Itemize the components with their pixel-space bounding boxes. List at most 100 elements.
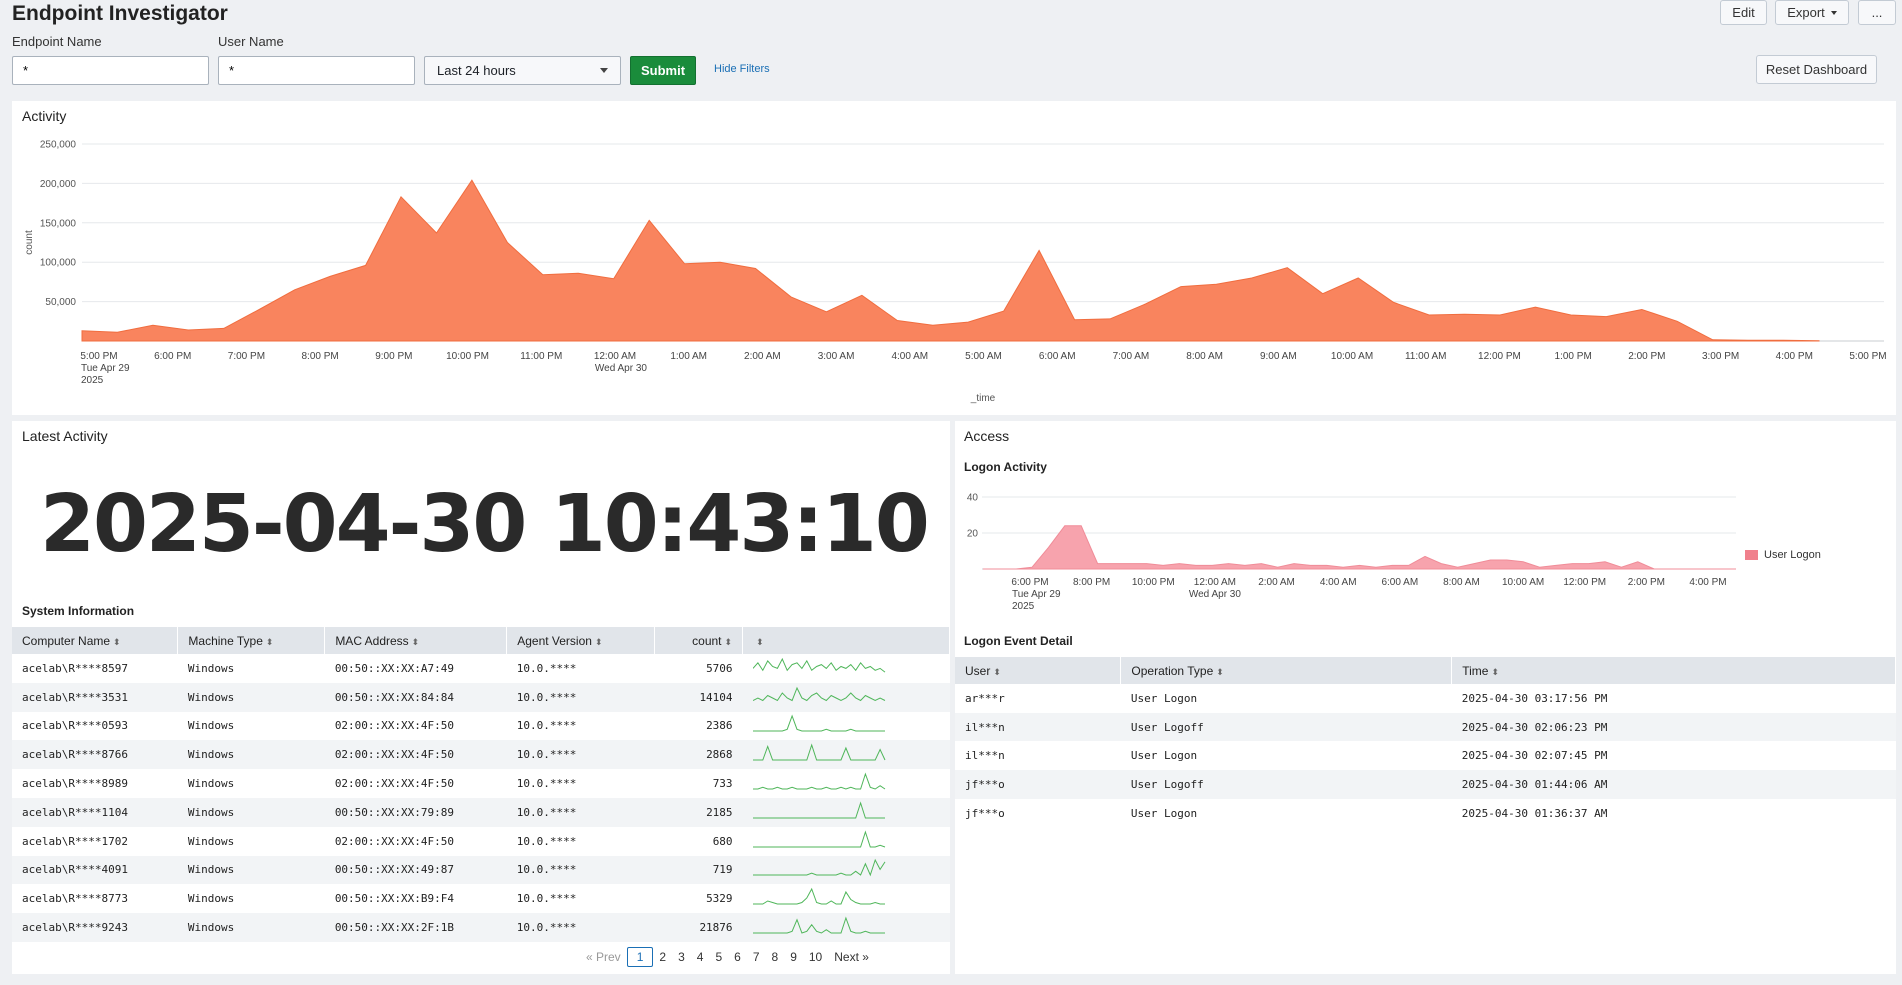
edit-button[interactable]: Edit [1720,0,1767,25]
page-2-button[interactable]: 2 [659,950,667,964]
user-name-input[interactable] [218,56,415,85]
activity-area[interactable] [81,179,1820,342]
more-button[interactable]: ... [1858,0,1896,25]
x-tick-label: 1:00 PM [1555,351,1592,362]
table-row[interactable]: acelab\R****8766 Windows 02:00::XX:XX:4F:5… [12,740,950,770]
table-row[interactable]: acelab\R****1104 Windows 00:50::XX:XX:79:8… [12,797,950,827]
table-row[interactable]: acelab\R****8989 Windows 02:00::XX:XX:4F:5… [12,769,950,798]
column-header[interactable]: ⬍ [742,627,950,654]
column-header[interactable]: count ⬍ [654,627,744,654]
time-range-value: Last 24 hours [437,63,516,78]
cell-time: 2025-04-30 01:44:06 AM [1451,770,1896,799]
export-button[interactable]: Export [1775,0,1849,25]
cell-count: 5329 [706,892,733,906]
sort-icon[interactable]: ⬍ [594,636,603,647]
page-4-button[interactable]: 4 [696,950,704,964]
page-1-button[interactable]: 1 [626,947,654,967]
cell-name: acelab\R****9243 [12,913,178,942]
x-tick-label: 6:00 AM [1381,577,1418,588]
column-header[interactable]: Computer Name ⬍ [12,627,179,654]
submit-button[interactable]: Submit [630,56,696,85]
table-row[interactable]: acelab\R****1702 Windows 02:00::XX:XX:4F:5… [12,827,950,856]
x-tick-label: 2:00 PM [1628,577,1665,588]
sparkline-line [752,830,885,848]
prev-page-button[interactable]: « Prev [586,950,621,964]
page-8-button[interactable]: 8 [771,950,779,964]
page-7-button[interactable]: 7 [752,950,760,964]
next-page-button[interactable]: Next » [834,950,869,964]
cell-user: ar***r [965,691,1005,705]
cell-op: User Logoff [1120,770,1452,799]
y-tick-label: 150,000 [40,218,77,229]
cell-name: acelab\R****8597 [22,661,128,675]
column-header[interactable]: Agent Version ⬍ [506,627,656,654]
table-row[interactable]: ar***r User Logon 2025-04-30 03:17:56 PM [955,684,1896,713]
cell-ver: 10.0.**** [516,892,577,906]
page-3-button[interactable]: 3 [678,950,685,964]
cell-count: 14104 [654,682,743,712]
column-header-label: count [692,633,722,648]
table-row[interactable]: jf***o User Logoff 2025-04-30 01:44:06 AM [955,770,1896,799]
time-range-dropdown[interactable]: Last 24 hours [424,56,621,85]
cell-mac: 00:50::XX:XX:2F:1B [324,913,507,942]
column-header-label: Operation Type [1131,663,1214,678]
sort-icon[interactable]: ⬍ [265,636,274,647]
endpoint-name-input[interactable] [12,56,209,85]
column-header[interactable]: User ⬍ [955,657,1122,684]
x-tick-label: 12:00 PM [1563,577,1606,588]
page-9-button[interactable]: 9 [790,950,797,964]
sparkline-line [752,801,885,819]
sort-icon[interactable]: ⬍ [1216,666,1224,677]
system-info-table: Computer Name ⬍ Machine Type ⬍ MAC Address ⬍ A… [12,627,950,942]
chevron-down-icon [1830,10,1837,15]
sort-icon[interactable]: ⬍ [411,636,420,647]
page-6-button[interactable]: 6 [734,950,741,964]
sparkline-line [752,715,885,732]
sort-icon[interactable]: ⬍ [724,636,733,647]
cell-sparkline [743,769,950,798]
activity-chart[interactable]: 50,000 100,000 150,000 200,000 250,000 count _… [12,101,1896,415]
cell-type: Windows [177,682,325,712]
table-row[interactable]: acelab\R****3531 Windows 00:50::XX:XX:84:8… [12,682,950,712]
table-row[interactable]: acelab\R****8597 Windows 00:50::XX:XX:A7:4… [12,654,950,683]
table-row[interactable]: acelab\R****8773 Windows 00:50::XX:XX:B9:F… [12,884,950,913]
cell-time: 2025-04-30 03:17:56 PM [1461,691,1608,705]
activity-panel: Activity 50,000 100,000 150,000 200,000 250,… [12,101,1896,415]
sort-icon[interactable]: ⬍ [993,666,1001,677]
logon-legend[interactable]: User Logon [1745,549,1821,561]
page-5-button[interactable]: 5 [715,950,723,964]
column-header[interactable]: Machine Type ⬍ [177,627,326,654]
user-name-label: User Name [218,34,284,49]
x-tick-label: 7:00 AM [1113,351,1150,362]
table-row[interactable]: jf***o User Logon 2025-04-30 01:36:37 AM [955,799,1896,828]
reset-dashboard-button[interactable]: Reset Dashboard [1756,55,1877,84]
sort-icon[interactable]: ⬍ [113,636,121,647]
cell-name: acelab\R****8766 [12,740,178,770]
cell-op: User Logoff [1120,712,1452,742]
logon-area[interactable] [983,525,1736,570]
x-tick-label: 10:00 AM [1331,351,1373,362]
legend-label: User Logon [1764,549,1821,561]
cell-sparkline [743,827,950,856]
hide-filters-link[interactable]: Hide Filters [714,63,770,75]
sort-icon[interactable]: ⬍ [756,636,764,647]
table-row[interactable]: il***n User Logoff 2025-04-30 02:06:23 PM [955,712,1896,742]
cell-sparkline [742,797,950,827]
page-10-button[interactable]: 10 [808,950,823,964]
column-header[interactable]: MAC Address ⬍ [324,627,508,654]
cell-ver: 10.0.**** [506,682,655,712]
y-tick-label: 20 [967,529,979,540]
cell-mac: 02:00::XX:XX:4F:50 [334,719,455,733]
cell-mac: 02:00::XX:XX:4F:50 [334,834,455,848]
cell-user: il***n [965,749,1005,763]
column-header[interactable]: Operation Type ⬍ [1120,657,1453,684]
sort-icon[interactable]: ⬍ [1491,666,1499,677]
cell-type: Windows [177,740,325,770]
column-header[interactable]: Time ⬍ [1451,657,1896,684]
table-row[interactable]: acelab\R****0593 Windows 02:00::XX:XX:4F:5… [12,712,950,741]
cell-type: Windows [187,834,235,848]
table-row[interactable]: acelab\R****9243 Windows 00:50::XX:XX:2F:1… [12,913,950,942]
table-row[interactable]: il***n User Logon 2025-04-30 02:07:45 PM [955,741,1896,770]
table-row[interactable]: acelab\R****4091 Windows 00:50::XX:XX:49:8… [12,855,950,885]
